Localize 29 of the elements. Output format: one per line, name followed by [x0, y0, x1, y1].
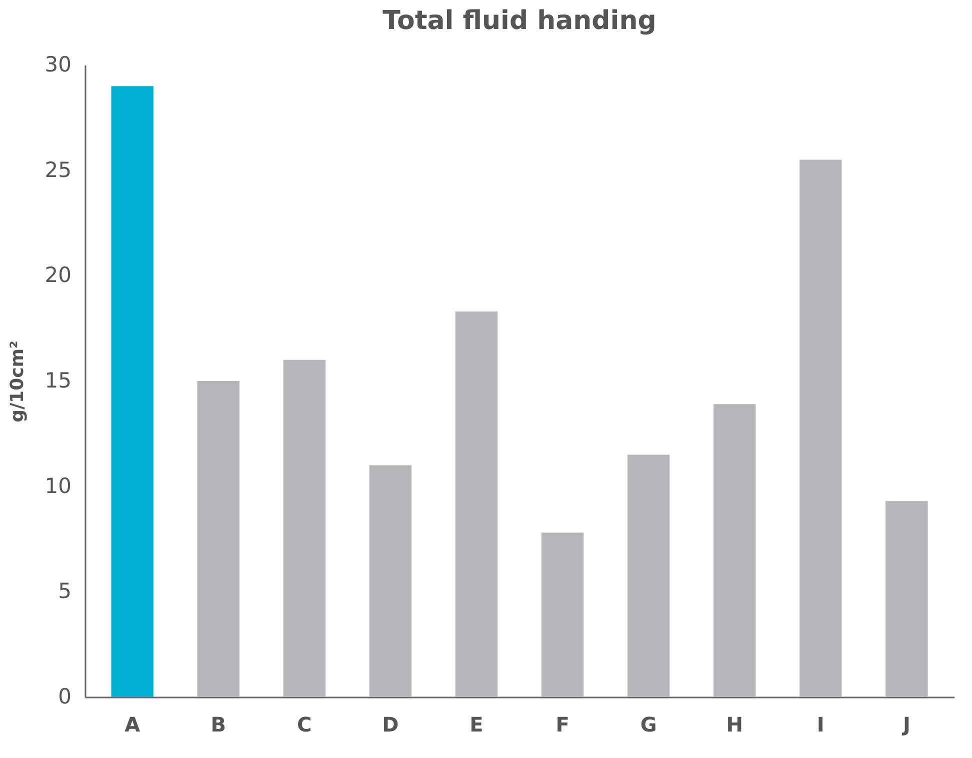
x-tick-label: C — [297, 712, 312, 736]
x-tick-label: F — [556, 712, 570, 736]
y-tick-label: 15 — [44, 368, 72, 392]
y-tick-label: 0 — [58, 684, 72, 708]
bar — [283, 360, 326, 697]
chart-title: Total fluid handing — [382, 6, 656, 36]
bar — [800, 160, 842, 697]
bar — [714, 404, 756, 697]
x-tick-label: A — [124, 712, 141, 736]
x-tick-label: E — [470, 712, 484, 736]
bar — [111, 86, 154, 697]
bar — [886, 501, 928, 697]
x-tick-label: J — [900, 712, 910, 736]
y-tick-label: 5 — [58, 579, 72, 604]
x-tick-label: D — [382, 712, 399, 736]
bar — [197, 381, 240, 697]
bar — [455, 311, 498, 697]
x-tick-label: B — [210, 712, 226, 736]
y-axis-title: g/10cm² — [6, 340, 28, 422]
x-tick-label: H — [726, 712, 743, 736]
bar — [541, 532, 584, 697]
y-tick-label: 30 — [44, 52, 72, 76]
x-tick-label: I — [816, 712, 824, 736]
bar — [369, 465, 412, 697]
y-tick-label: 25 — [44, 158, 72, 182]
y-tick-label: 20 — [44, 263, 72, 288]
bar — [627, 454, 670, 697]
y-tick-label: 10 — [44, 474, 72, 498]
x-tick-label: G — [640, 712, 657, 736]
